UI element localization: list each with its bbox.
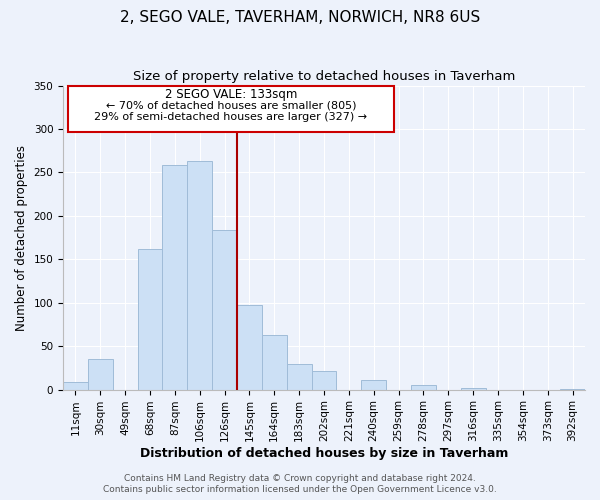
Bar (461, 388, 485, 390)
Bar (163, 164, 187, 390)
Bar (560, 388, 585, 390)
Bar (411, 386, 436, 390)
Text: 29% of semi-detached houses are larger (327) →: 29% of semi-detached houses are larger (… (94, 112, 367, 122)
Bar (212, 230, 237, 390)
Bar (287, 364, 311, 390)
Bar (361, 380, 386, 390)
Bar (88, 359, 113, 390)
Bar (187, 161, 212, 390)
Bar (237, 306, 262, 390)
Text: 2 SEGO VALE: 133sqm: 2 SEGO VALE: 133sqm (164, 88, 297, 101)
X-axis label: Distribution of detached houses by size in Taverham: Distribution of detached houses by size … (140, 447, 508, 460)
Bar (262, 335, 287, 390)
FancyBboxPatch shape (68, 86, 394, 132)
Text: 2, SEGO VALE, TAVERHAM, NORWICH, NR8 6US: 2, SEGO VALE, TAVERHAM, NORWICH, NR8 6US (120, 10, 480, 25)
Bar (137, 249, 163, 390)
Bar (63, 382, 88, 390)
Text: Contains HM Land Registry data © Crown copyright and database right 2024.
Contai: Contains HM Land Registry data © Crown c… (103, 474, 497, 494)
Text: ← 70% of detached houses are smaller (805): ← 70% of detached houses are smaller (80… (106, 100, 356, 110)
Title: Size of property relative to detached houses in Taverham: Size of property relative to detached ho… (133, 70, 515, 83)
Y-axis label: Number of detached properties: Number of detached properties (15, 144, 28, 330)
Bar (311, 372, 337, 390)
